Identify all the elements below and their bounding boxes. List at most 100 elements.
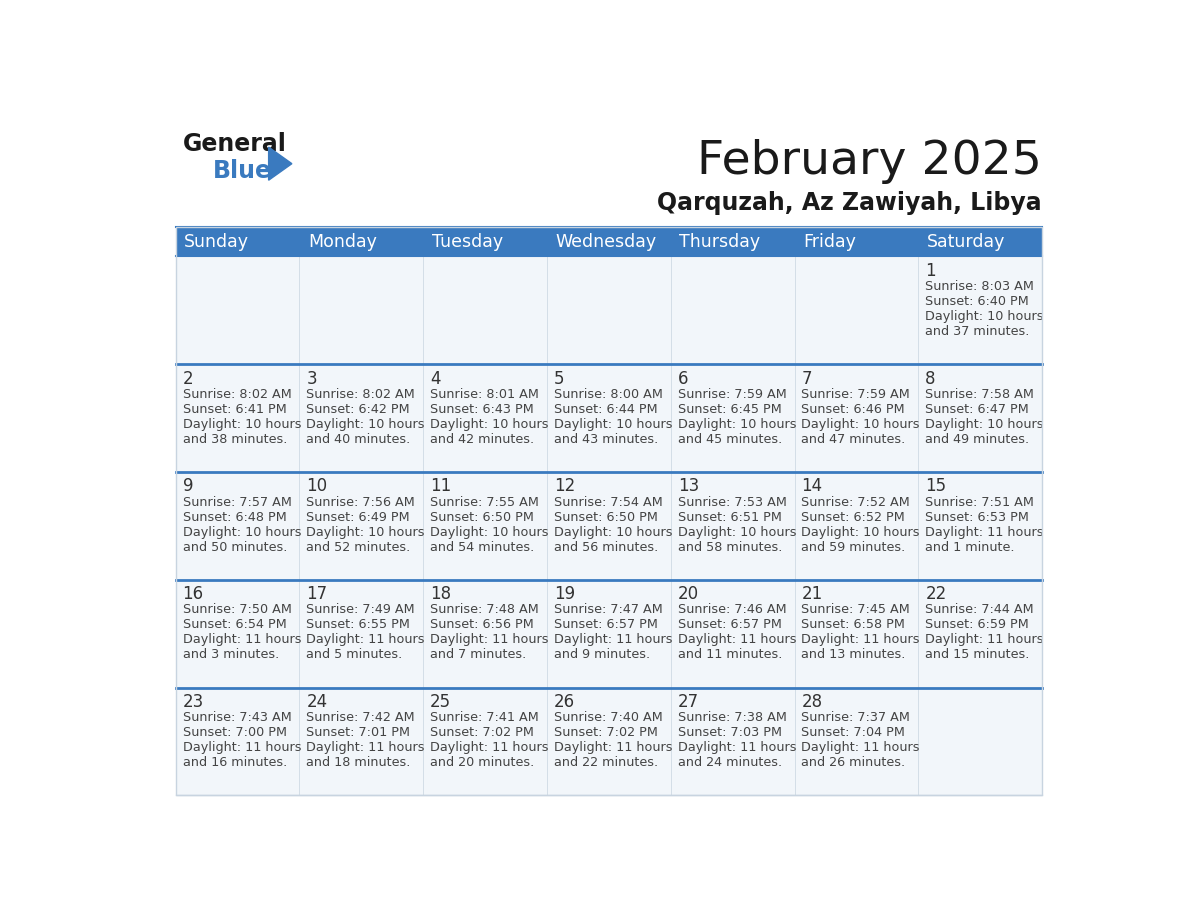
Text: 8: 8 — [925, 370, 936, 387]
Text: Daylight: 10 hours: Daylight: 10 hours — [183, 418, 301, 431]
Text: February 2025: February 2025 — [697, 140, 1042, 185]
Text: Sunrise: 7:56 AM: Sunrise: 7:56 AM — [307, 496, 415, 509]
Text: Daylight: 10 hours: Daylight: 10 hours — [677, 418, 796, 431]
Text: and 11 minutes.: and 11 minutes. — [677, 648, 782, 661]
Text: 25: 25 — [430, 693, 451, 711]
Text: 26: 26 — [554, 693, 575, 711]
Text: Sunset: 6:50 PM: Sunset: 6:50 PM — [554, 510, 658, 523]
Text: Sunrise: 8:00 AM: Sunrise: 8:00 AM — [554, 387, 663, 401]
Text: 20: 20 — [677, 586, 699, 603]
Text: Qarquzah, Az Zawiyah, Libya: Qarquzah, Az Zawiyah, Libya — [657, 191, 1042, 215]
Text: 12: 12 — [554, 477, 575, 496]
Polygon shape — [268, 147, 292, 180]
Bar — [671, 472, 795, 580]
Text: Sunset: 6:58 PM: Sunset: 6:58 PM — [802, 619, 905, 632]
Text: Sunrise: 7:46 AM: Sunrise: 7:46 AM — [677, 603, 786, 616]
Text: 19: 19 — [554, 586, 575, 603]
Text: Sunset: 6:59 PM: Sunset: 6:59 PM — [925, 619, 1029, 632]
Bar — [546, 227, 671, 256]
Text: 11: 11 — [430, 477, 451, 496]
Bar — [795, 364, 918, 472]
Text: Sunrise: 7:38 AM: Sunrise: 7:38 AM — [677, 711, 786, 724]
Text: Sunrise: 8:02 AM: Sunrise: 8:02 AM — [307, 387, 415, 401]
Bar — [918, 256, 1042, 364]
Bar — [671, 364, 795, 472]
Text: Daylight: 10 hours: Daylight: 10 hours — [307, 418, 425, 431]
Text: Daylight: 10 hours: Daylight: 10 hours — [802, 418, 920, 431]
Text: Saturday: Saturday — [927, 233, 1005, 251]
Bar — [918, 688, 1042, 796]
Text: Sunrise: 7:42 AM: Sunrise: 7:42 AM — [307, 711, 415, 724]
Bar — [671, 580, 795, 688]
Text: and 47 minutes.: and 47 minutes. — [802, 432, 905, 446]
Text: Daylight: 11 hours: Daylight: 11 hours — [677, 741, 796, 755]
Bar — [299, 256, 423, 364]
Text: and 37 minutes.: and 37 minutes. — [925, 325, 1030, 338]
Text: Daylight: 11 hours: Daylight: 11 hours — [307, 633, 425, 646]
Text: Sunrise: 7:44 AM: Sunrise: 7:44 AM — [925, 603, 1034, 616]
Text: Sunset: 6:40 PM: Sunset: 6:40 PM — [925, 295, 1029, 308]
Bar — [671, 227, 795, 256]
Text: Sunrise: 7:49 AM: Sunrise: 7:49 AM — [307, 603, 415, 616]
Text: and 3 minutes.: and 3 minutes. — [183, 648, 279, 661]
Text: Sunset: 6:44 PM: Sunset: 6:44 PM — [554, 403, 658, 416]
Text: Sunset: 6:48 PM: Sunset: 6:48 PM — [183, 510, 286, 523]
Bar — [918, 580, 1042, 688]
Bar — [423, 580, 546, 688]
Text: 15: 15 — [925, 477, 947, 496]
Text: Sunset: 7:02 PM: Sunset: 7:02 PM — [554, 726, 658, 739]
Text: Sunset: 6:53 PM: Sunset: 6:53 PM — [925, 510, 1029, 523]
Text: Sunset: 6:55 PM: Sunset: 6:55 PM — [307, 619, 410, 632]
Text: 7: 7 — [802, 370, 811, 387]
Text: and 20 minutes.: and 20 minutes. — [430, 756, 535, 769]
Bar — [423, 256, 546, 364]
Text: Sunrise: 7:54 AM: Sunrise: 7:54 AM — [554, 496, 663, 509]
Text: Daylight: 11 hours: Daylight: 11 hours — [925, 633, 1044, 646]
Bar — [299, 227, 423, 256]
Bar — [423, 227, 546, 256]
Bar — [176, 688, 299, 796]
Text: Daylight: 10 hours: Daylight: 10 hours — [430, 418, 549, 431]
Text: Sunset: 6:47 PM: Sunset: 6:47 PM — [925, 403, 1029, 416]
Bar — [299, 364, 423, 472]
Bar — [299, 580, 423, 688]
Text: Blue: Blue — [213, 160, 272, 184]
Text: Daylight: 10 hours: Daylight: 10 hours — [554, 526, 672, 539]
Text: and 52 minutes.: and 52 minutes. — [307, 541, 411, 554]
Text: Daylight: 11 hours: Daylight: 11 hours — [554, 741, 672, 755]
Text: Sunrise: 7:40 AM: Sunrise: 7:40 AM — [554, 711, 663, 724]
Text: and 40 minutes.: and 40 minutes. — [307, 432, 411, 446]
Bar — [918, 472, 1042, 580]
Text: Daylight: 11 hours: Daylight: 11 hours — [307, 741, 425, 755]
Text: Tuesday: Tuesday — [432, 233, 503, 251]
Text: Daylight: 11 hours: Daylight: 11 hours — [183, 741, 301, 755]
Text: and 16 minutes.: and 16 minutes. — [183, 756, 286, 769]
Text: Sunset: 7:00 PM: Sunset: 7:00 PM — [183, 726, 286, 739]
Text: Monday: Monday — [308, 233, 377, 251]
Bar — [176, 256, 299, 364]
Text: 28: 28 — [802, 693, 822, 711]
Text: 5: 5 — [554, 370, 564, 387]
Text: and 43 minutes.: and 43 minutes. — [554, 432, 658, 446]
Text: 22: 22 — [925, 586, 947, 603]
Text: Sunset: 6:52 PM: Sunset: 6:52 PM — [802, 510, 905, 523]
Text: Sunset: 6:45 PM: Sunset: 6:45 PM — [677, 403, 782, 416]
Text: Daylight: 11 hours: Daylight: 11 hours — [802, 633, 920, 646]
Bar — [299, 472, 423, 580]
Text: 4: 4 — [430, 370, 441, 387]
Text: Sunrise: 7:59 AM: Sunrise: 7:59 AM — [802, 387, 910, 401]
Text: Sunset: 7:04 PM: Sunset: 7:04 PM — [802, 726, 905, 739]
Bar — [671, 688, 795, 796]
Text: Thursday: Thursday — [680, 233, 760, 251]
Text: Daylight: 11 hours: Daylight: 11 hours — [802, 741, 920, 755]
Text: and 56 minutes.: and 56 minutes. — [554, 541, 658, 554]
Text: Sunrise: 7:37 AM: Sunrise: 7:37 AM — [802, 711, 910, 724]
Text: Sunset: 6:57 PM: Sunset: 6:57 PM — [677, 619, 782, 632]
Bar — [795, 472, 918, 580]
Text: Daylight: 10 hours: Daylight: 10 hours — [183, 526, 301, 539]
Text: 27: 27 — [677, 693, 699, 711]
Bar — [795, 688, 918, 796]
Text: and 1 minute.: and 1 minute. — [925, 541, 1015, 554]
Text: and 50 minutes.: and 50 minutes. — [183, 541, 287, 554]
Text: Sunset: 6:56 PM: Sunset: 6:56 PM — [430, 619, 533, 632]
